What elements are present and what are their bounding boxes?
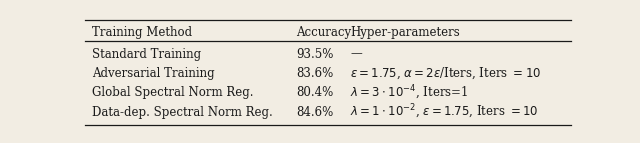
Text: —: — <box>350 47 362 60</box>
Text: Global Spectral Norm Reg.: Global Spectral Norm Reg. <box>92 86 254 99</box>
Text: Hyper-parameters: Hyper-parameters <box>350 25 460 38</box>
Text: $\lambda = 3 \cdot 10^{-4}$, Iters=1: $\lambda = 3 \cdot 10^{-4}$, Iters=1 <box>350 84 468 102</box>
Text: 84.6%: 84.6% <box>296 106 333 119</box>
Text: Standard Training: Standard Training <box>92 47 202 60</box>
Text: Adversarial Training: Adversarial Training <box>92 67 215 80</box>
Text: Data-dep. Spectral Norm Reg.: Data-dep. Spectral Norm Reg. <box>92 106 273 119</box>
Text: Accuracy: Accuracy <box>296 25 351 38</box>
Text: Training Method: Training Method <box>92 25 193 38</box>
Text: 93.5%: 93.5% <box>296 47 333 60</box>
Text: 80.4%: 80.4% <box>296 86 333 99</box>
Text: 83.6%: 83.6% <box>296 67 333 80</box>
Text: $\epsilon = 1.75$, $\alpha = 2\epsilon$/Iters, Iters $= 10$: $\epsilon = 1.75$, $\alpha = 2\epsilon$/… <box>350 66 541 81</box>
Text: $\lambda = 1 \cdot 10^{-2}$, $\epsilon = 1.75$, Iters $= 10$: $\lambda = 1 \cdot 10^{-2}$, $\epsilon =… <box>350 103 539 121</box>
